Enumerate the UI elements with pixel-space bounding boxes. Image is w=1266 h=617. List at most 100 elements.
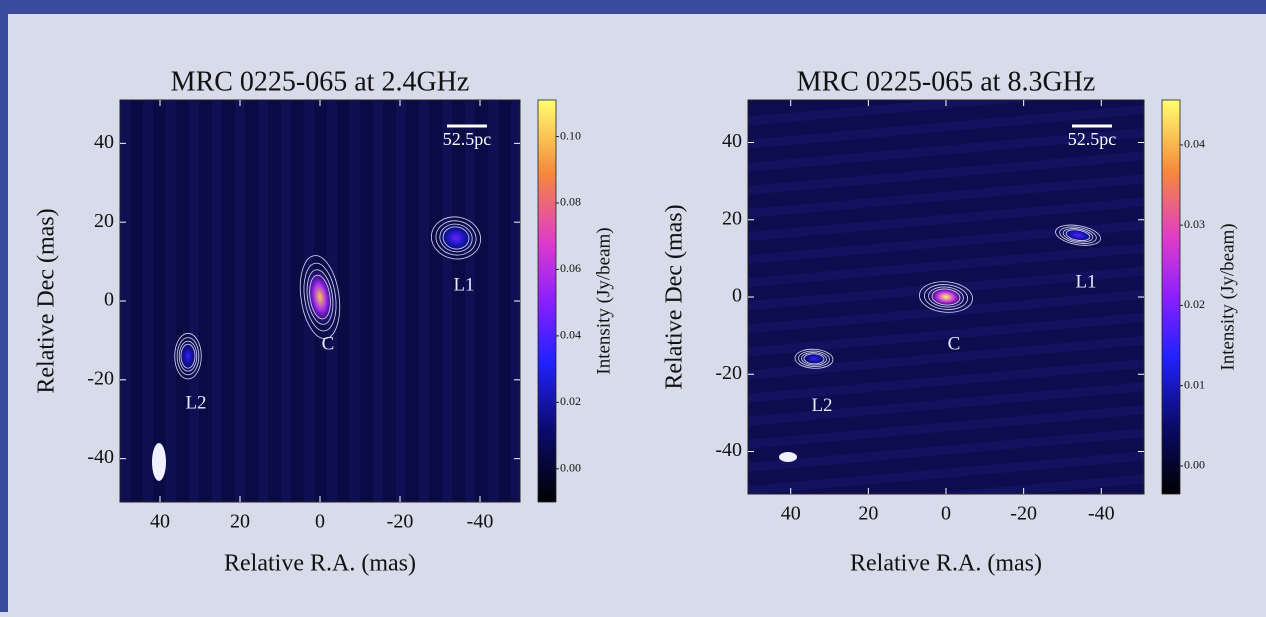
noise-stripe — [748, 356, 1144, 404]
noise-stripe — [748, 471, 1144, 494]
contour — [923, 284, 969, 310]
colorbar-tick-label: 0.04 — [560, 328, 581, 342]
y-tick-label: 0 — [104, 289, 114, 311]
noise-stripe — [212, 100, 222, 502]
contour — [1065, 229, 1091, 241]
component — [430, 216, 482, 260]
noise-stripe — [143, 100, 153, 502]
contour — [1055, 224, 1101, 246]
colorbar — [1161, 99, 1181, 495]
x-tick-label: -20 — [387, 511, 414, 533]
noise-stripe — [373, 100, 383, 502]
contour — [1062, 228, 1094, 243]
x-tick-label: -40 — [467, 511, 494, 533]
noise-stripe — [281, 100, 291, 502]
noise-stripe — [748, 448, 1144, 494]
colorbar — [537, 99, 557, 503]
x-axis-label: Relative R.A. (mas) — [224, 551, 416, 577]
contour — [176, 337, 200, 376]
colorbar-tick-label: 0.00 — [560, 461, 581, 475]
x-tick-label: -40 — [1088, 503, 1115, 525]
noise-stripe — [748, 150, 1144, 198]
contour — [299, 255, 341, 339]
component-label: L2 — [811, 395, 832, 416]
contour — [1059, 226, 1097, 244]
colorbar-tick-label: 0.04 — [1184, 137, 1205, 151]
colorbar-tick-label: 0.02 — [560, 394, 581, 408]
contour — [928, 286, 964, 308]
noise-stripe — [748, 379, 1144, 427]
scale-bar-label: 52.5pc — [443, 129, 492, 149]
beam — [152, 443, 166, 481]
noise-stripe — [748, 196, 1144, 244]
component-label: L2 — [185, 393, 206, 414]
component — [919, 281, 973, 313]
x-axis-label: Relative R.A. (mas) — [850, 551, 1042, 577]
noise-stripe — [166, 100, 176, 502]
y-tick-label: 20 — [722, 207, 742, 229]
contour — [798, 350, 830, 368]
contour — [180, 343, 196, 369]
contour — [303, 262, 337, 332]
component-label: L1 — [1075, 272, 1096, 293]
contour — [439, 223, 473, 253]
colorbar-tick-label: 0.01 — [1184, 377, 1205, 391]
noise-stripe — [419, 100, 429, 502]
component — [794, 348, 834, 369]
component — [299, 255, 341, 339]
component-label: C — [948, 333, 961, 354]
noise-stripe — [442, 100, 452, 502]
contour — [306, 269, 334, 325]
noise-stripe — [189, 100, 199, 502]
contour — [931, 288, 961, 306]
component — [1055, 224, 1101, 246]
y-tick-label: 40 — [94, 131, 114, 153]
noise-stripe — [748, 333, 1144, 381]
noise-stripe — [350, 100, 360, 502]
contour — [801, 352, 827, 366]
noise-stripe — [748, 242, 1144, 290]
top-bar — [0, 0, 1266, 14]
contour — [309, 274, 331, 320]
y-axis-label: Relative Dec (mas) — [34, 208, 60, 393]
noise-stripe — [235, 100, 245, 502]
noise-stripe — [748, 173, 1144, 221]
colorbar-tick-label: 0.06 — [560, 261, 581, 275]
contour — [178, 340, 198, 372]
colorbar-tick-label: 0.03 — [1184, 217, 1205, 231]
x-tick-label: 0 — [941, 503, 951, 525]
noise-stripe — [748, 402, 1144, 450]
y-tick-label: -20 — [715, 362, 742, 384]
contour — [919, 281, 973, 313]
y-tick-label: 20 — [94, 210, 114, 232]
contour — [435, 220, 477, 256]
beam — [779, 452, 797, 462]
noise-stripe — [748, 425, 1144, 473]
noise-stripe — [465, 100, 475, 502]
contour — [430, 216, 482, 260]
scale-bar-label: 52.5pc — [1068, 129, 1117, 149]
left-bar — [0, 0, 8, 612]
contour — [803, 353, 825, 365]
contour — [442, 226, 470, 250]
x-tick-label: -20 — [1010, 503, 1037, 525]
component-label: C — [322, 333, 335, 354]
chart-title: MRC 0225-065 at 2.4GHz — [171, 66, 470, 97]
noise-stripe — [258, 100, 268, 502]
colorbar-tick-label: 0.08 — [560, 195, 581, 209]
component-label: L1 — [453, 274, 474, 295]
map-layer — [748, 100, 1144, 494]
noise-stripe — [488, 100, 498, 502]
y-tick-label: 0 — [732, 285, 742, 307]
noise-stripe — [748, 100, 1144, 129]
colorbar-label: Intensity (Jy/beam) — [1217, 223, 1238, 370]
x-tick-label: 40 — [150, 511, 170, 533]
y-tick-label: 40 — [722, 130, 742, 152]
component — [174, 332, 202, 380]
noise-stripe — [748, 287, 1144, 335]
noise-stripe — [748, 104, 1144, 152]
y-tick-label: -40 — [715, 439, 742, 461]
noise-stripe — [396, 100, 406, 502]
